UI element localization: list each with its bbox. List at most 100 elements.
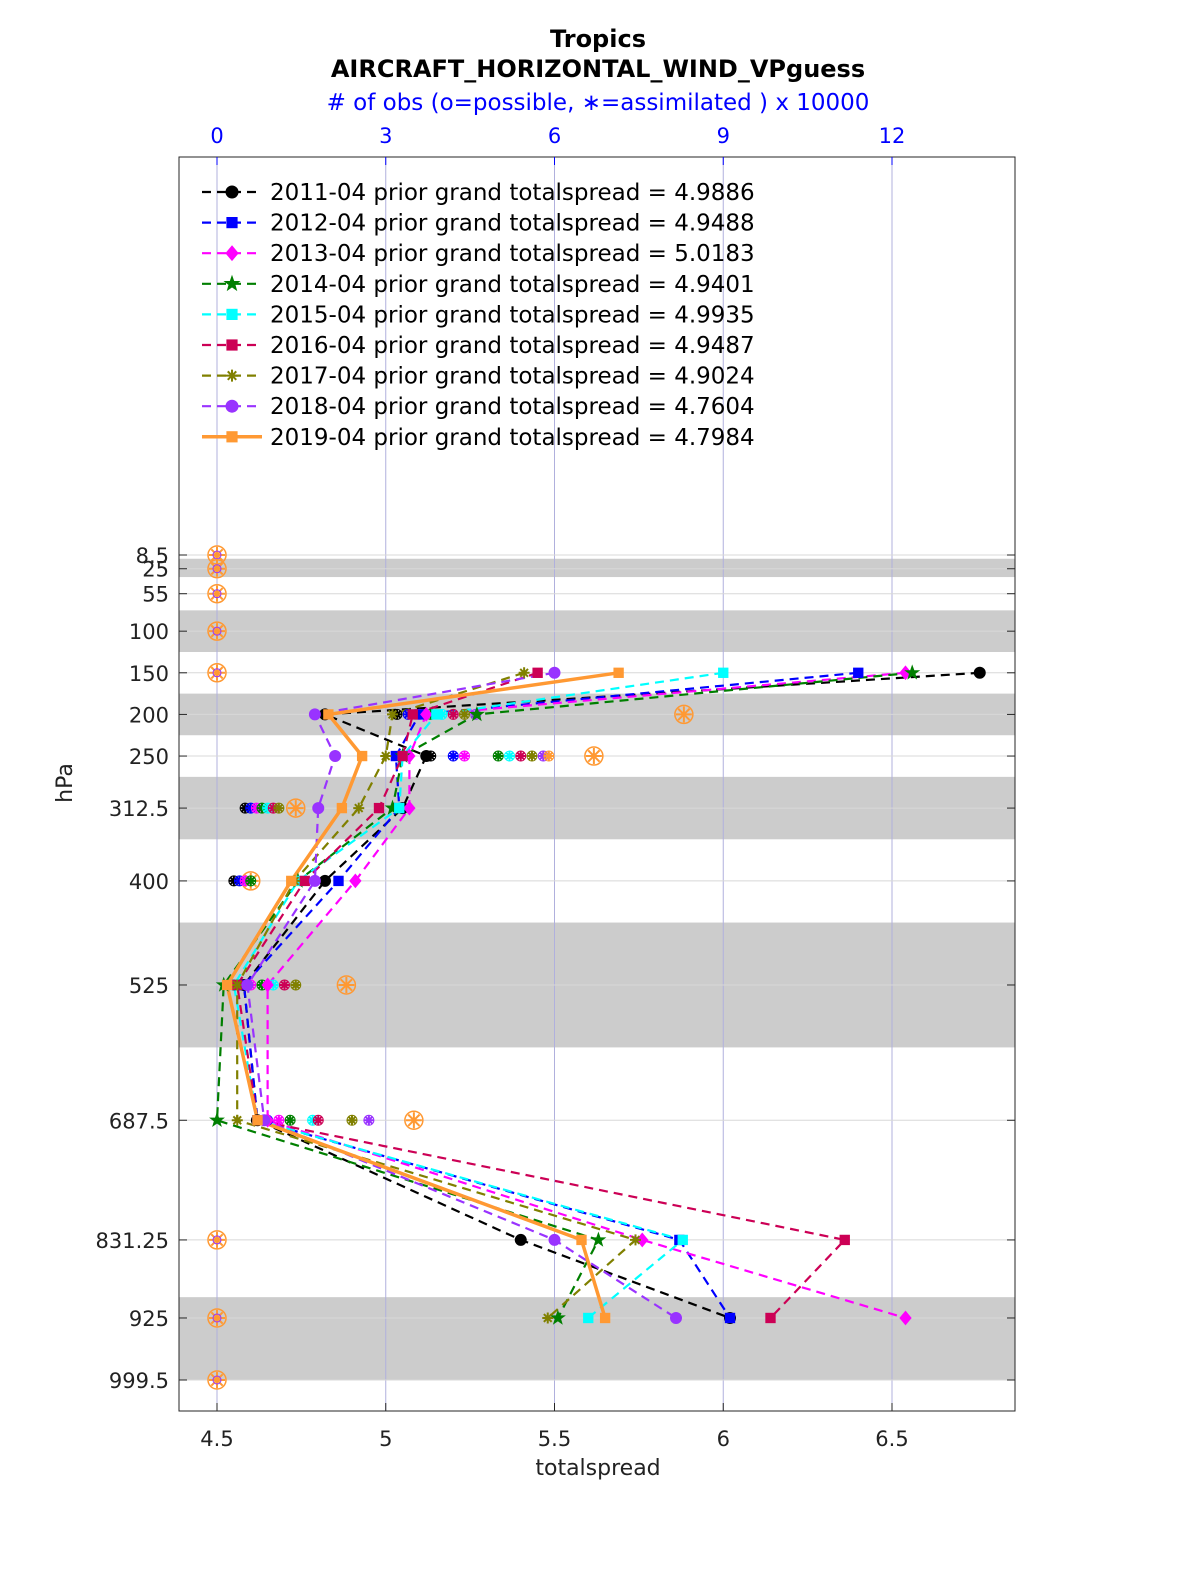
obs-cluster-asterisk xyxy=(459,751,470,762)
obs-assimilated-marker xyxy=(338,976,355,993)
obs-cluster-asterisk xyxy=(262,803,273,814)
obs-cluster-asterisk xyxy=(257,803,267,814)
obs-possible-marker xyxy=(207,1230,227,1250)
series-point xyxy=(518,667,530,679)
top-tick-label: 12 xyxy=(879,124,906,148)
grid-lines xyxy=(179,157,1015,1411)
series-point xyxy=(323,709,334,720)
series-point xyxy=(549,1309,566,1325)
series-point xyxy=(308,708,321,721)
obs-cluster-asterisk xyxy=(251,803,262,814)
series-point xyxy=(420,750,433,763)
obs-assimilated-marker xyxy=(209,1372,225,1388)
y-axis-label: hPa xyxy=(53,763,78,803)
series-point xyxy=(209,1111,225,1128)
y-tick-label: 250 xyxy=(129,745,169,769)
series-point xyxy=(853,667,864,678)
series-point xyxy=(407,709,418,720)
obs-cluster-asterisk xyxy=(543,751,554,762)
obs-cluster-asterisk xyxy=(279,979,290,990)
x-tick-label: 6.5 xyxy=(875,1427,908,1451)
series-point xyxy=(599,1312,611,1324)
series-point xyxy=(319,874,331,887)
series-point xyxy=(329,750,342,763)
legend: 2011-04 prior grand totalspread = 4.9886… xyxy=(202,180,755,451)
series-point xyxy=(468,705,485,722)
obs-cluster-asterisk xyxy=(273,1115,284,1126)
series-point xyxy=(312,802,325,815)
obs-cluster-asterisk xyxy=(448,709,459,720)
obs-inner-marker xyxy=(212,564,222,574)
series-point xyxy=(899,1310,912,1326)
y-tick-label: 312.5 xyxy=(109,797,169,821)
top-tick-label: 0 xyxy=(210,124,223,148)
legend-label: 2017-04 prior grand totalspread = 4.9024 xyxy=(270,364,755,390)
obs-possible-marker xyxy=(286,798,306,818)
legend-marker xyxy=(226,369,238,382)
x-tick-label: 5 xyxy=(379,1427,392,1451)
legend-label: 2018-04 prior grand totalspread = 4.7604 xyxy=(270,394,755,420)
obs-assimilated-marker xyxy=(585,748,602,765)
y-tick-label: 150 xyxy=(129,662,169,686)
obs-inner-marker xyxy=(212,668,222,678)
y-tick-label: 8.5 xyxy=(136,544,169,568)
x-tick-label: 4.5 xyxy=(200,1427,233,1451)
obs-cluster-asterisk xyxy=(347,1115,357,1126)
series-point xyxy=(420,707,433,722)
obs-possible-marker xyxy=(207,558,227,579)
legend-label: 2016-04 prior grand totalspread = 4.9487 xyxy=(270,333,755,359)
series-point xyxy=(724,1312,736,1324)
shaded-bands xyxy=(179,558,1015,1381)
obs-assimilated-marker xyxy=(287,800,304,817)
obs-inner-marker xyxy=(212,1235,222,1245)
series-point xyxy=(765,1312,776,1324)
series-point xyxy=(373,802,385,814)
obs-possible-marker xyxy=(336,975,357,995)
y-tick-label: 831.25 xyxy=(96,1229,169,1253)
y-tick-label: 200 xyxy=(129,703,169,727)
obs-cluster-asterisk xyxy=(448,751,459,762)
shaded-band xyxy=(179,558,1015,578)
y-tick-label: 55 xyxy=(142,583,169,607)
obs-assimilated-marker xyxy=(209,547,225,563)
obs-cluster-asterisk xyxy=(515,751,526,762)
series-point xyxy=(576,1234,587,1246)
series-point xyxy=(336,802,348,814)
y-tick-label: 525 xyxy=(129,974,169,998)
series-point xyxy=(677,1234,688,1246)
obs-cluster-asterisk xyxy=(268,803,279,814)
legend-label: 2019-04 prior grand totalspread = 4.7984 xyxy=(270,425,755,451)
legend-marker xyxy=(226,339,238,351)
legend-marker xyxy=(225,399,239,413)
y-tick-label: 687.5 xyxy=(109,1109,169,1133)
obs-inner-marker xyxy=(212,1313,222,1323)
series-point xyxy=(286,875,297,887)
obs-possible-marker xyxy=(404,1110,424,1131)
series-point xyxy=(670,1311,682,1324)
series-point xyxy=(542,1312,554,1324)
legend-label: 2014-04 prior grand totalspread = 4.9401 xyxy=(270,272,755,298)
series-point xyxy=(973,666,986,679)
series-point xyxy=(590,1231,607,1247)
series-point xyxy=(241,978,254,991)
obs-possible-marker xyxy=(584,746,604,766)
obs-possible-marker xyxy=(207,1308,227,1328)
obs-assimilated-marker xyxy=(209,623,225,640)
obs-cluster-asterisk xyxy=(273,803,284,814)
obs-cluster-asterisk xyxy=(527,751,537,762)
series-point xyxy=(403,800,416,816)
series-point xyxy=(514,1233,527,1246)
y-tick-label: 100 xyxy=(129,620,169,644)
top-tick-label: 9 xyxy=(717,124,730,148)
y-tick-label: 25 xyxy=(142,558,169,582)
series-point xyxy=(349,873,362,889)
legend-marker xyxy=(225,245,239,262)
legend-marker xyxy=(223,274,241,292)
obs-inner-marker xyxy=(212,589,222,599)
series-point xyxy=(904,664,921,680)
obs-cluster-asterisk xyxy=(493,751,504,762)
obs-cluster-asterisk xyxy=(307,1115,318,1126)
obs-possible-marker xyxy=(674,704,694,725)
